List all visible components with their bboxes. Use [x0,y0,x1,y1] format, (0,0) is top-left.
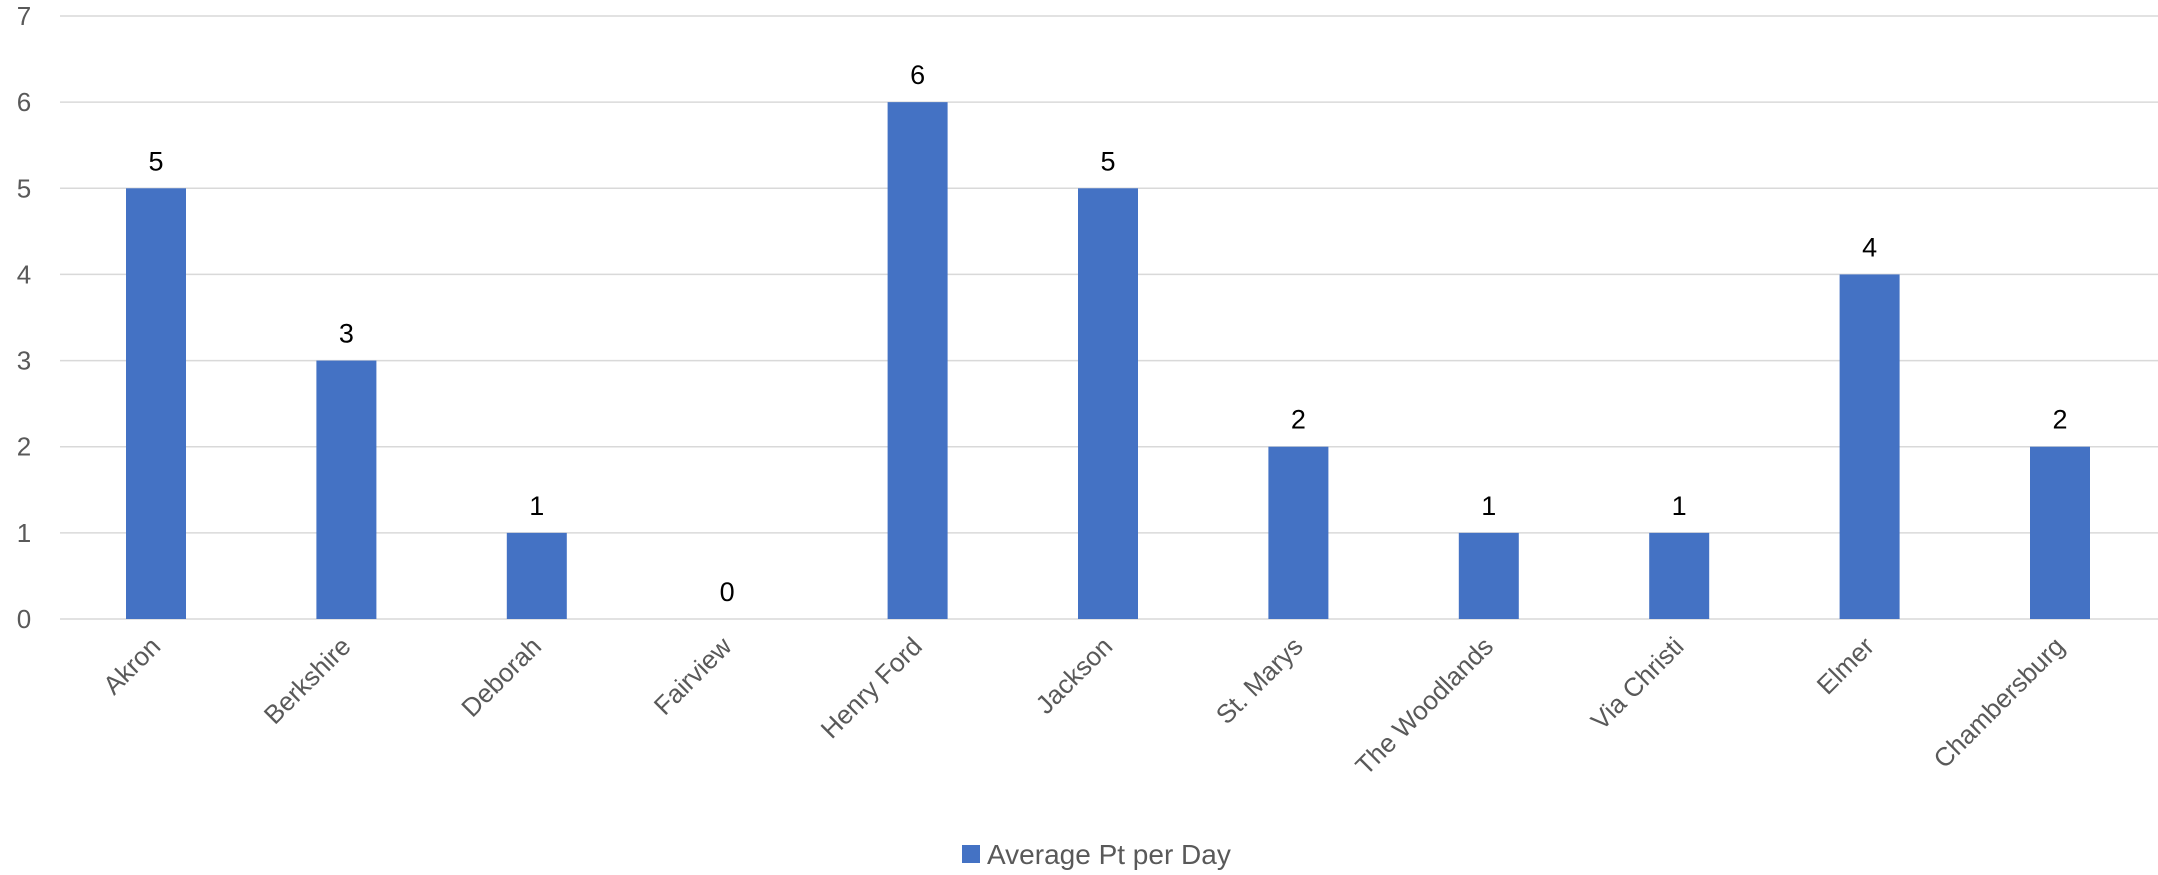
y-tick-label: 2 [17,432,31,462]
bar [1268,446,1329,619]
x-tick-label: Henry Ford [815,631,928,744]
data-label: 5 [1100,146,1115,176]
x-tick-label: Elmer [1811,631,1880,700]
x-tick-label: St. Marys [1210,631,1309,730]
y-tick-label: 4 [17,259,31,289]
y-tick-label: 0 [17,604,31,634]
data-label: 1 [529,491,544,521]
x-tick-label: Akron [97,631,166,700]
data-label: 1 [1481,491,1496,521]
x-tick-label: Berkshire [258,631,357,730]
x-tick-label: Via Christi [1585,631,1690,736]
bar [1839,274,1900,619]
data-label: 2 [2052,405,2067,435]
y-tick-label: 6 [17,87,31,117]
data-label: 5 [148,146,163,176]
data-labels: 5 3 1 0 6 5 2 1 1 4 2 [148,60,2067,607]
legend-label: Average Pt per Day [987,839,1231,870]
y-tick-label: 1 [17,518,31,548]
bar [1078,188,1138,620]
data-label: 4 [1862,232,1877,262]
y-tick-label: 5 [17,173,31,203]
bar [887,102,948,619]
bar [506,532,567,619]
bar [2030,446,2090,619]
x-tick-label: The Woodlands [1349,631,1499,781]
y-axis-tick-labels: 0 1 2 3 4 5 6 7 [17,1,31,634]
x-tick-label: Chambersburg [1927,631,2070,774]
legend-swatch [962,845,980,863]
x-tick-label: Jackson [1030,631,1119,720]
data-label: 2 [1291,405,1306,435]
x-axis-tick-labels: Akron Berkshire Deborah Fairview Henry Ford J… [97,631,2070,781]
data-label: 3 [339,319,354,349]
x-tick-label: Fairview [648,631,738,721]
x-tick-label: Deborah [455,631,547,723]
y-tick-label: 7 [17,1,31,31]
bar [1649,532,1710,619]
bar [126,188,186,620]
data-label: 6 [910,60,925,90]
legend: Average Pt per Day [962,839,1231,870]
bars [126,102,2090,620]
bar [1458,532,1519,619]
bar [316,360,377,619]
data-label: 1 [1672,491,1687,521]
y-tick-label: 3 [17,346,31,376]
data-label: 0 [720,577,735,607]
